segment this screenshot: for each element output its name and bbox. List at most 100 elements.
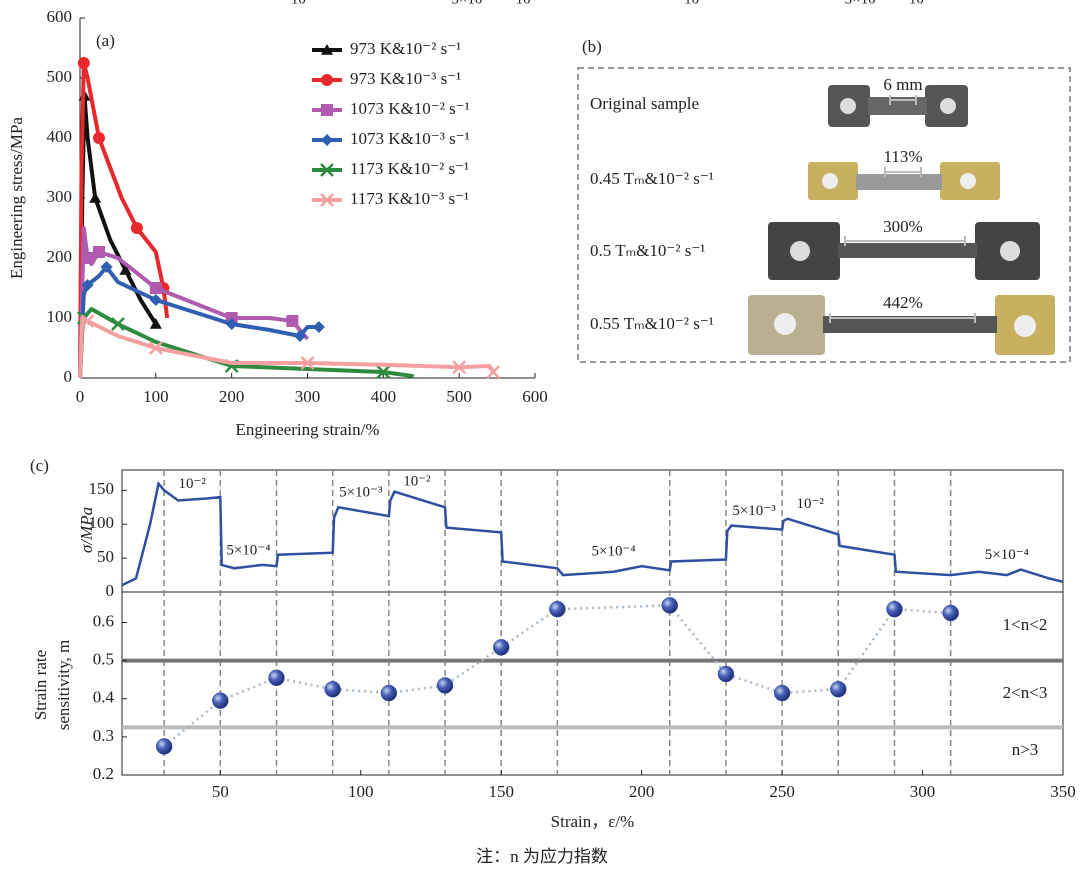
y-tick-label: 100 bbox=[89, 513, 115, 532]
step-label: 5×10⁻³ bbox=[732, 503, 776, 519]
point bbox=[380, 684, 398, 702]
point bbox=[886, 600, 903, 618]
step-label: 10⁻³ bbox=[291, 0, 319, 7]
marker-stroke bbox=[320, 163, 334, 177]
point bbox=[436, 677, 454, 694]
measurement: 113% bbox=[883, 147, 922, 166]
marker-stroke bbox=[80, 314, 95, 328]
marker-stroke bbox=[300, 356, 315, 370]
marker bbox=[293, 330, 306, 342]
region-label: n>3 bbox=[1012, 740, 1039, 759]
marker bbox=[81, 252, 94, 264]
series-line bbox=[78, 61, 170, 379]
marker bbox=[119, 264, 132, 275]
x-tick-label: 200 bbox=[219, 387, 245, 406]
step-label: 10⁻³ bbox=[684, 0, 712, 7]
step-label: 10⁻² bbox=[796, 496, 824, 512]
measurement: 300% bbox=[883, 217, 923, 236]
marker bbox=[376, 365, 391, 379]
x-tick-label: 100 bbox=[143, 387, 169, 406]
marker bbox=[300, 356, 315, 370]
marker bbox=[312, 321, 325, 333]
x-tick-label: 350 bbox=[1050, 782, 1076, 801]
y-tick-label: 0.6 bbox=[93, 611, 114, 630]
y-tick-label: 200 bbox=[47, 247, 73, 266]
marker bbox=[452, 360, 467, 375]
step-label: 10⁻² bbox=[403, 473, 431, 489]
point bbox=[830, 680, 847, 698]
marker bbox=[111, 317, 125, 331]
x-tick-label: 0 bbox=[76, 387, 85, 406]
legend-label: 973 K&10⁻² s⁻¹ bbox=[350, 39, 461, 58]
step-label: 10⁻³ bbox=[516, 0, 544, 7]
marker-stroke bbox=[452, 360, 467, 375]
marker bbox=[321, 44, 333, 55]
y-tick-label: 50 bbox=[97, 547, 114, 566]
y-tick-label: 0 bbox=[64, 367, 73, 386]
marker bbox=[321, 104, 333, 116]
marker bbox=[321, 74, 333, 86]
y-tick-label: 500 bbox=[47, 67, 73, 86]
measurement: 6 mm bbox=[883, 75, 922, 94]
step-label: 10⁻³ bbox=[909, 0, 937, 7]
step-label: 5×10⁻³ bbox=[339, 485, 383, 501]
x-axis-label: Strain，ε/% bbox=[551, 812, 635, 831]
legend-label: 1173 K&10⁻³ s⁻¹ bbox=[350, 189, 469, 208]
point bbox=[549, 600, 566, 618]
y-tick-label: 0.4 bbox=[93, 688, 115, 707]
point bbox=[492, 639, 510, 656]
marker-stroke bbox=[320, 193, 334, 207]
marker bbox=[149, 282, 162, 294]
panel-frame bbox=[577, 67, 1071, 363]
point bbox=[268, 669, 285, 687]
photo-panel: (b) Original sample 0.45 Tₘ&10⁻² s⁻¹ 0.5… bbox=[577, 37, 1071, 363]
y-axis-label: Strain rate bbox=[31, 650, 50, 720]
marker-stroke bbox=[111, 317, 125, 331]
step-label: 5×10⁻³ bbox=[451, 0, 495, 7]
sample-photo bbox=[748, 295, 1055, 355]
marker bbox=[286, 315, 299, 327]
y-tick-label: 300 bbox=[47, 187, 73, 206]
marker bbox=[149, 294, 162, 306]
marker bbox=[225, 318, 238, 330]
series-line bbox=[121, 480, 1064, 587]
x-tick-label: 200 bbox=[629, 782, 655, 801]
marker bbox=[148, 341, 163, 355]
marker bbox=[89, 192, 102, 203]
marker bbox=[320, 163, 334, 177]
point bbox=[773, 684, 791, 702]
panel-label: (b) bbox=[582, 37, 602, 56]
measurement: 442% bbox=[883, 293, 923, 312]
step-label: 5×10⁻⁴ bbox=[592, 544, 636, 560]
x-tick-label: 50 bbox=[212, 782, 229, 801]
point bbox=[717, 665, 735, 683]
legend-label: 1073 K&10⁻³ s⁻¹ bbox=[350, 129, 470, 148]
x-tick-label: 300 bbox=[295, 387, 321, 406]
y-tick-label: 600 bbox=[47, 7, 73, 26]
sample-label: 0.5 Tₘ&10⁻² s⁻¹ bbox=[590, 241, 705, 260]
y-tick-label: 400 bbox=[47, 127, 73, 146]
point bbox=[942, 604, 959, 622]
y-axis-label: Engineering stress/MPa bbox=[7, 117, 26, 279]
marker bbox=[149, 318, 162, 329]
region-label: 2<n<3 bbox=[1003, 683, 1048, 702]
y-tick-label: 0.2 bbox=[93, 764, 114, 783]
gauge-bracket bbox=[829, 95, 976, 323]
sample-photo bbox=[808, 162, 1000, 200]
step-label: 5×10⁻⁴ bbox=[985, 547, 1029, 563]
sample-photo bbox=[768, 222, 1040, 280]
y-tick-label: 0 bbox=[106, 581, 115, 600]
y-tick-label: 100 bbox=[47, 307, 73, 326]
y-axis-label: sensitivity, m bbox=[54, 640, 73, 731]
y-tick-label: 150 bbox=[89, 479, 115, 498]
x-tick-label: 300 bbox=[910, 782, 936, 801]
marker bbox=[80, 314, 95, 328]
sample-label: Original sample bbox=[590, 94, 699, 113]
point bbox=[324, 680, 341, 698]
legend-label: 1173 K&10⁻² s⁻¹ bbox=[350, 159, 469, 178]
region-label: 1<n<2 bbox=[1003, 615, 1048, 634]
marker bbox=[320, 193, 334, 207]
x-tick-label: 500 bbox=[446, 387, 472, 406]
